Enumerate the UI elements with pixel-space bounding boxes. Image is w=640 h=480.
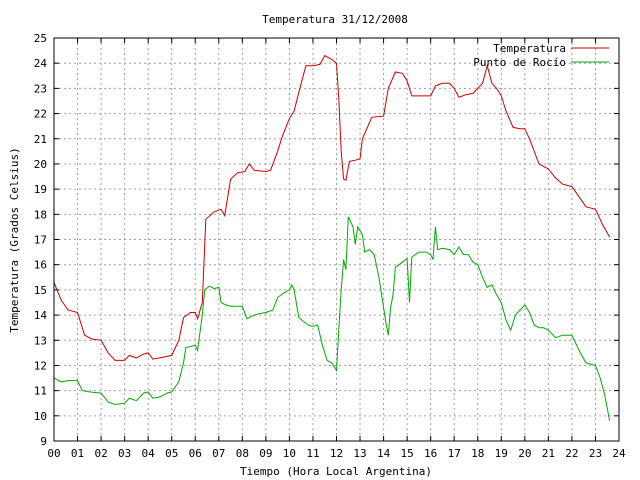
x-tick-label: 03 — [118, 447, 131, 460]
x-tick-label: 08 — [236, 447, 249, 460]
y-axis-ticks: 9 10 11 12 13 14 15 16 17 18 19 20 21 22 23 24 25 — [34, 32, 619, 448]
x-tick-label: 12 — [330, 447, 343, 460]
x-tick-label: 15 — [401, 447, 414, 460]
x-tick-label: 04 — [142, 447, 156, 460]
y-tick-label: 9 — [40, 435, 47, 448]
y-tick-label: 22 — [34, 108, 47, 121]
y-tick-label: 17 — [34, 234, 47, 247]
y-tick-label: 13 — [34, 334, 47, 347]
series-lines — [53, 54, 611, 421]
y-tick-label: 14 — [34, 309, 48, 322]
x-tick-label: 11 — [306, 447, 319, 460]
x-tick-label: 24 — [612, 447, 626, 460]
x-axis-label: Tiempo (Hora Local Argentina) — [240, 465, 432, 478]
plot-frame — [53, 37, 620, 442]
x-tick-label: 00 — [47, 447, 60, 460]
x-tick-label: 02 — [94, 447, 107, 460]
x-tick-label: 21 — [542, 447, 555, 460]
y-tick-label: 10 — [34, 410, 47, 423]
y-tick-label: 11 — [34, 385, 47, 398]
chart-title: Temperatura 31/12/2008 — [262, 13, 408, 26]
x-tick-label: 06 — [189, 447, 202, 460]
x-tick-label: 20 — [518, 447, 531, 460]
x-tick-label: 19 — [495, 447, 508, 460]
y-tick-label: 19 — [34, 183, 47, 196]
y-tick-label: 15 — [34, 284, 47, 297]
x-tick-label: 18 — [471, 447, 484, 460]
grid-lines — [54, 38, 619, 441]
series-line-0 — [53, 54, 611, 361]
x-tick-label: 05 — [165, 447, 178, 460]
y-tick-label: 23 — [34, 82, 47, 95]
y-axis-label: Temperatura (Grados Celsius) — [8, 147, 21, 332]
x-tick-label: 10 — [283, 447, 296, 460]
legend-label: Punto de Rocío — [473, 56, 566, 69]
x-tick-label: 17 — [448, 447, 461, 460]
y-tick-label: 18 — [34, 208, 47, 221]
x-tick-label: 13 — [353, 447, 366, 460]
y-tick-label: 24 — [34, 57, 48, 70]
legend-label: Temperatura — [493, 42, 566, 55]
series-line-1 — [53, 216, 611, 421]
x-tick-label: 09 — [259, 447, 272, 460]
x-tick-label: 14 — [377, 447, 391, 460]
x-tick-label: 16 — [424, 447, 437, 460]
x-tick-label: 07 — [212, 447, 225, 460]
y-tick-label: 20 — [34, 158, 47, 171]
x-tick-label: 22 — [565, 447, 578, 460]
x-axis-ticks: 00 01 02 03 04 05 06 07 08 09 10 11 12 13 14 15 16 17 18 19… — [47, 38, 626, 460]
y-tick-label: 21 — [34, 133, 47, 146]
y-tick-label: 12 — [34, 359, 47, 372]
x-tick-label: 01 — [71, 447, 84, 460]
y-tick-label: 16 — [34, 259, 47, 272]
x-tick-label: 23 — [589, 447, 602, 460]
y-tick-label: 25 — [34, 32, 47, 45]
